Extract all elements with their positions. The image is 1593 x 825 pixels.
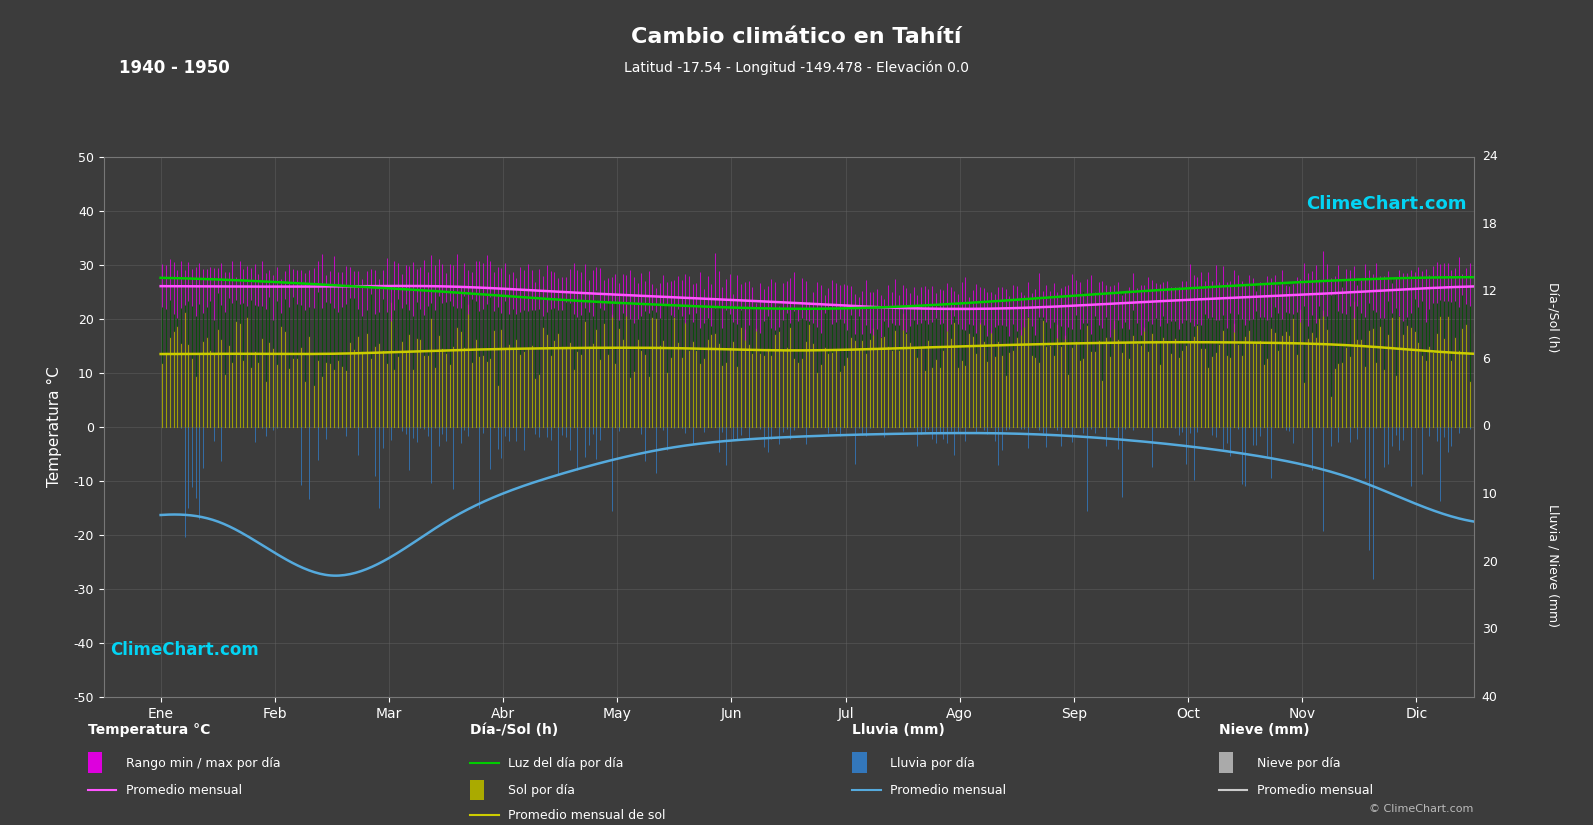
Text: 12: 12 (1481, 285, 1497, 299)
Text: ClimeChart.com: ClimeChart.com (110, 641, 260, 659)
Text: ClimeChart.com: ClimeChart.com (1306, 195, 1467, 213)
Text: Sol por día: Sol por día (508, 784, 575, 797)
Text: Lluvia por día: Lluvia por día (890, 757, 975, 770)
Text: Promedio mensual de sol: Promedio mensual de sol (508, 808, 666, 822)
Text: 40: 40 (1481, 691, 1497, 704)
Text: 0: 0 (1481, 421, 1489, 433)
Text: Lluvia / Nieve (mm): Lluvia / Nieve (mm) (1547, 503, 1560, 627)
Text: 6: 6 (1481, 353, 1489, 366)
Text: Rango min / max por día: Rango min / max por día (126, 757, 280, 770)
Text: 30: 30 (1481, 623, 1497, 636)
Text: Promedio mensual: Promedio mensual (1257, 784, 1373, 797)
Text: Lluvia (mm): Lluvia (mm) (852, 724, 945, 737)
Text: Promedio mensual: Promedio mensual (126, 784, 242, 797)
Text: 10: 10 (1481, 488, 1497, 501)
Text: Latitud -17.54 - Longitud -149.478 - Elevación 0.0: Latitud -17.54 - Longitud -149.478 - Ele… (624, 60, 969, 75)
Y-axis label: Temperatura °C: Temperatura °C (48, 366, 62, 488)
Text: Día-/Sol (h): Día-/Sol (h) (470, 724, 558, 737)
Text: Promedio mensual: Promedio mensual (890, 784, 1007, 797)
Text: 1940 - 1950: 1940 - 1950 (119, 59, 231, 77)
Text: 18: 18 (1481, 218, 1497, 231)
Text: 24: 24 (1481, 150, 1497, 163)
Text: Nieve (mm): Nieve (mm) (1219, 724, 1309, 737)
Text: © ClimeChart.com: © ClimeChart.com (1368, 804, 1474, 813)
Text: Nieve por día: Nieve por día (1257, 757, 1340, 770)
Text: 20: 20 (1481, 555, 1497, 568)
Text: Cambio climático en Tahítí: Cambio climático en Tahítí (631, 27, 962, 47)
Text: Luz del día por día: Luz del día por día (508, 757, 624, 770)
Text: Día-/Sol (h): Día-/Sol (h) (1547, 282, 1560, 353)
Text: Temperatura °C: Temperatura °C (88, 724, 210, 737)
